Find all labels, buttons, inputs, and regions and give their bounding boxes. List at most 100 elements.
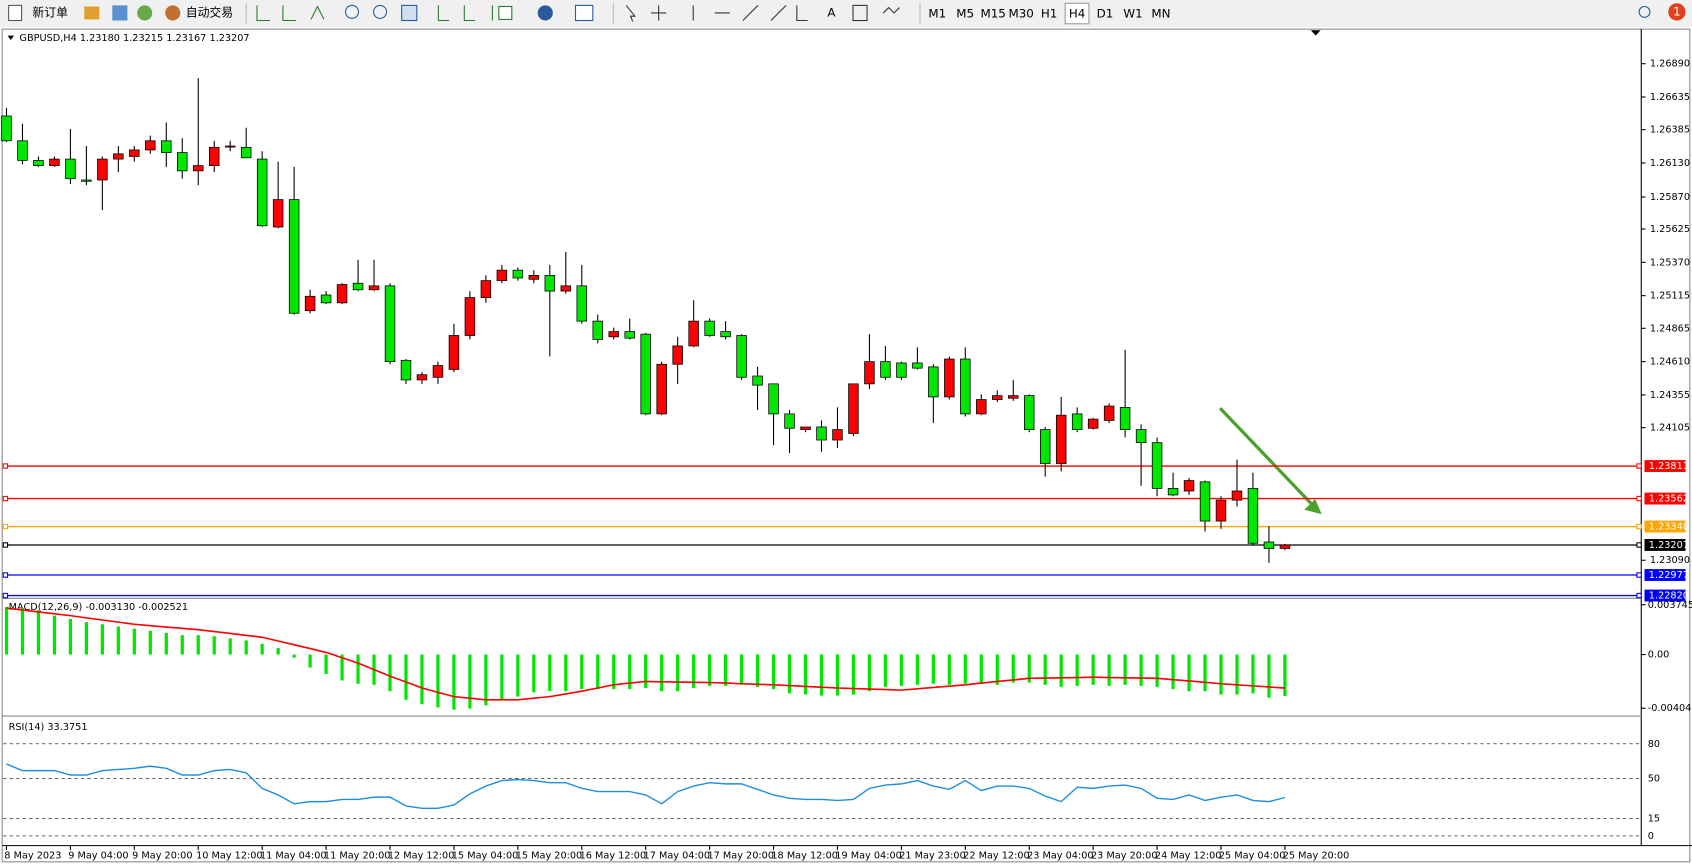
candle-body bbox=[832, 429, 843, 441]
button-label[interactable]: 新订单 bbox=[32, 5, 68, 19]
candle-body bbox=[976, 399, 987, 415]
timeframe-button[interactable]: H4 bbox=[1069, 7, 1085, 21]
candle-body bbox=[352, 282, 364, 291]
icon-new-order[interactable] bbox=[8, 4, 23, 22]
drawing-tools[interactable] bbox=[625, 5, 808, 22]
timeframe-button[interactable]: H1 bbox=[1041, 7, 1057, 21]
candle-body bbox=[1119, 406, 1131, 430]
annotation-arrow bbox=[1218, 407, 1314, 506]
x-tick-label: 24 May 12:00 bbox=[1155, 850, 1222, 861]
candle-body bbox=[1183, 480, 1195, 492]
timeframe-button[interactable]: M15 bbox=[981, 7, 1006, 21]
notification-count[interactable]: 1 bbox=[1673, 4, 1681, 18]
annotation-arrowhead bbox=[1304, 498, 1322, 515]
y-tick-label: 80 bbox=[1648, 739, 1660, 750]
level-label-bg bbox=[1644, 460, 1686, 472]
candle-body bbox=[1071, 413, 1083, 430]
icon-zoom-in[interactable] bbox=[344, 4, 360, 19]
level-label: 1.22820 bbox=[1649, 591, 1689, 602]
candle-body bbox=[1008, 395, 1019, 399]
timeframe-button[interactable]: W1 bbox=[1123, 7, 1142, 21]
rsi-title: RSI(14) 33.3751 bbox=[9, 722, 88, 733]
level-label: 1.23811 bbox=[1649, 461, 1689, 472]
y-tick-label: 1.23090 bbox=[1650, 555, 1690, 566]
candle-body bbox=[432, 365, 444, 378]
x-tick-label: 25 May 20:00 bbox=[1283, 850, 1350, 861]
candle-body bbox=[944, 358, 955, 398]
candle-body bbox=[720, 331, 731, 338]
level-label-bg bbox=[1644, 492, 1686, 505]
icon-search[interactable] bbox=[1638, 5, 1651, 18]
icon-text-tool[interactable]: A bbox=[827, 5, 836, 19]
candle-body bbox=[928, 366, 939, 398]
timeframes: M1 M5 M15 M30 H1 H4 D1 W1 MN bbox=[928, 2, 1171, 25]
icon-tile[interactable] bbox=[401, 4, 418, 22]
timeframe-button[interactable]: M30 bbox=[1008, 7, 1033, 21]
candle-body bbox=[400, 359, 412, 381]
notification-badge[interactable] bbox=[1668, 3, 1686, 21]
candle-body bbox=[704, 320, 715, 336]
icon-auto-trade[interactable] bbox=[165, 5, 181, 21]
candle-body bbox=[1103, 405, 1115, 421]
collapse-triangle bbox=[7, 35, 15, 40]
x-tick-label: 15 May 04:00 bbox=[452, 850, 519, 861]
x-tick-label: 12 May 12:00 bbox=[388, 850, 455, 861]
icon-templates[interactable] bbox=[574, 4, 594, 22]
level-handle bbox=[2, 495, 9, 502]
candle-body bbox=[33, 160, 44, 166]
candle-body bbox=[177, 152, 188, 172]
candle-body bbox=[864, 361, 875, 385]
icon[interactable] bbox=[112, 5, 128, 21]
icon-arrows[interactable] bbox=[882, 6, 900, 14]
candle-body bbox=[880, 361, 891, 378]
timeframe-button[interactable]: D1 bbox=[1097, 7, 1114, 21]
candle-body bbox=[49, 158, 60, 166]
level-handle bbox=[1636, 542, 1642, 548]
candle-body bbox=[17, 140, 28, 161]
level-label: 1.23562 bbox=[1649, 494, 1689, 505]
candle-body bbox=[576, 285, 588, 322]
candle-body bbox=[752, 375, 763, 386]
timeframe-button[interactable]: MN bbox=[1151, 7, 1170, 21]
level-handle bbox=[1636, 495, 1642, 502]
y-tick-label: 1.26635 bbox=[1650, 92, 1690, 103]
icon-periods[interactable] bbox=[537, 5, 553, 21]
candle-body bbox=[624, 331, 635, 339]
candle-body bbox=[512, 269, 524, 279]
icon[interactable] bbox=[137, 5, 153, 21]
x-tick-label: 11 May 04:00 bbox=[260, 850, 327, 861]
x-tick-label: 22 May 12:00 bbox=[963, 850, 1030, 861]
icons[interactable] bbox=[437, 5, 493, 22]
level-label-bg bbox=[1644, 589, 1686, 602]
icon-indicators[interactable] bbox=[498, 5, 513, 20]
icons[interactable] bbox=[256, 5, 325, 22]
candle-body bbox=[528, 275, 540, 280]
level-handle bbox=[1636, 523, 1642, 530]
icon-zoom-out[interactable] bbox=[373, 4, 388, 19]
timeframe-button[interactable]: M5 bbox=[956, 7, 974, 21]
y-tick-label: 1.25370 bbox=[1650, 257, 1690, 268]
candle-body bbox=[256, 158, 268, 227]
candle-body bbox=[672, 345, 683, 365]
active-timeframe[interactable] bbox=[1064, 2, 1090, 25]
toolbar-bg bbox=[0, 0, 1692, 27]
y-tick-label: 0 bbox=[1648, 831, 1654, 842]
icon-label[interactable] bbox=[852, 4, 868, 22]
y-tick-label: 1.26130 bbox=[1650, 158, 1690, 169]
candle-body bbox=[320, 294, 332, 304]
y-tick-label: 1.24355 bbox=[1650, 390, 1690, 401]
candle-body bbox=[608, 331, 619, 338]
candle-body bbox=[193, 165, 204, 172]
icon[interactable] bbox=[84, 6, 100, 20]
level-label: 1.23348 bbox=[1649, 522, 1689, 533]
button-label[interactable]: 自动交易 bbox=[186, 5, 233, 19]
x-tick-label: 19 May 04:00 bbox=[835, 850, 902, 861]
x-tick-label: 17 May 20:00 bbox=[707, 850, 774, 861]
x-tick-label: 9 May 04:00 bbox=[68, 850, 128, 861]
level-label-bg bbox=[1644, 569, 1686, 581]
toolbar: 新订单 自动交易 A M1 M5 M15 M30 H1 H4 D1 W1 MN 1 bbox=[0, 0, 1692, 27]
x-tick-label: 18 May 12:00 bbox=[771, 850, 838, 861]
timeframe-button[interactable]: M1 bbox=[928, 7, 946, 21]
candle-body bbox=[1055, 414, 1067, 464]
